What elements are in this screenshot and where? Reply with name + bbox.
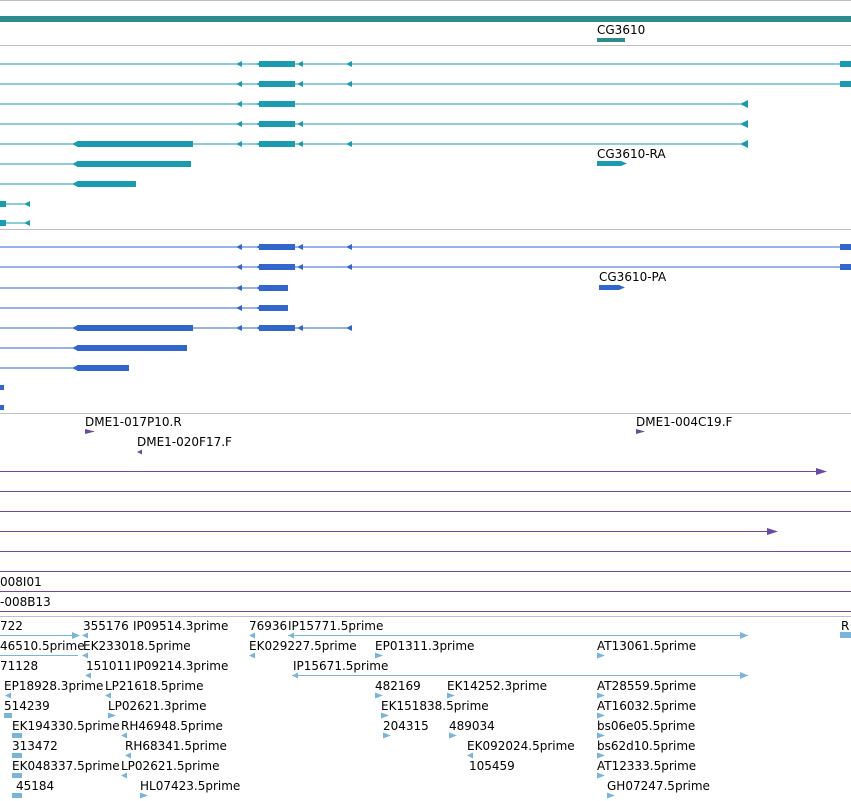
est-label[interactable]: 76936 xyxy=(249,619,288,633)
est-label[interactable]: 45184 xyxy=(16,779,55,793)
est-label[interactable]: IP09214.3prime xyxy=(133,659,229,673)
est-label[interactable]: 482169 xyxy=(375,679,421,693)
clone-label[interactable]: -008B13 xyxy=(0,595,51,609)
cds[interactable] xyxy=(0,305,288,311)
est-marker[interactable] xyxy=(72,632,80,639)
est-label[interactable]: 46510.5prime xyxy=(0,639,85,653)
protein-label[interactable]: CG3610-PA xyxy=(599,270,667,284)
est-label[interactable]: EK029227.5prime xyxy=(249,639,357,653)
est-label[interactable]: 105459 xyxy=(469,759,515,773)
est-label[interactable]: RH46948.5prime xyxy=(121,719,223,733)
transcript[interactable] xyxy=(0,220,30,226)
transcript[interactable] xyxy=(0,181,136,187)
clone-end-marker[interactable] xyxy=(636,429,645,434)
clone-end-marker[interactable] xyxy=(137,449,142,455)
clone-label[interactable]: 008I01 xyxy=(0,575,42,589)
cds[interactable] xyxy=(0,325,352,331)
cds[interactable] xyxy=(0,264,851,270)
est-label[interactable]: R xyxy=(841,619,850,633)
mrna-label[interactable]: CG3610-RA xyxy=(597,147,666,161)
est-label[interactable]: LP21618.5prime xyxy=(105,679,204,693)
cds[interactable] xyxy=(0,244,851,250)
est-label[interactable]: IP09514.3prime xyxy=(133,619,229,633)
transcript[interactable] xyxy=(0,140,748,148)
est-label[interactable]: IP15771.5prime xyxy=(288,619,384,633)
est-label[interactable]: IP15671.5prime xyxy=(293,659,389,673)
est-label[interactable]: AT16032.5prime xyxy=(597,699,697,713)
est-label[interactable]: EP18928.3prime xyxy=(4,679,104,693)
transcript[interactable] xyxy=(0,120,748,128)
transcript[interactable] xyxy=(0,61,851,67)
est-label[interactable]: EK048337.5prime xyxy=(12,759,120,773)
est-label[interactable]: 722 xyxy=(0,619,23,633)
gene-glyph[interactable] xyxy=(597,38,625,42)
protein-track xyxy=(0,244,851,410)
est-label[interactable]: bs62d10.5prime xyxy=(597,739,696,753)
transcript[interactable] xyxy=(0,81,851,87)
est-label[interactable]: GH07247.5prime xyxy=(607,779,710,793)
clone-label[interactable]: DME1-004C19.F xyxy=(636,415,733,429)
est-label[interactable]: EK151838.5prime xyxy=(381,699,489,713)
est-label[interactable]: EK14252.3prime xyxy=(447,679,548,693)
est-label[interactable]: 151011 xyxy=(86,659,132,673)
clone-label[interactable]: DME1-017P10.R xyxy=(85,415,182,429)
clone-end-marker[interactable] xyxy=(85,429,95,434)
est-label[interactable]: 204315 xyxy=(383,719,429,733)
mrna-glyph[interactable] xyxy=(597,161,621,166)
est-label[interactable]: 355176 xyxy=(83,619,129,633)
cds[interactable] xyxy=(0,345,187,351)
est-label[interactable]: 514239 xyxy=(4,699,50,713)
est-marker[interactable] xyxy=(249,632,255,639)
est-label[interactable]: LP02621.5prime xyxy=(121,759,220,773)
est-marker[interactable] xyxy=(82,632,88,639)
clone-track xyxy=(0,429,851,612)
transcript[interactable] xyxy=(0,100,748,108)
est-label[interactable]: EK194330.5prime xyxy=(12,719,120,733)
gene-track xyxy=(0,16,851,42)
clone-label[interactable]: DME1-020F17.F xyxy=(137,435,232,449)
est-marker[interactable] xyxy=(840,632,851,638)
cds[interactable] xyxy=(0,405,4,410)
est-label[interactable]: EK233018.5prime xyxy=(83,639,191,653)
est-track xyxy=(0,632,851,799)
est-label[interactable]: EK092024.5prime xyxy=(467,739,575,753)
protein-glyph[interactable] xyxy=(599,285,619,290)
est-label[interactable]: 71128 xyxy=(0,659,39,673)
est-label[interactable]: EP01311.3prime xyxy=(375,639,475,653)
est-label[interactable]: AT12333.5prime xyxy=(597,759,697,773)
est-label[interactable]: bs06e05.5prime xyxy=(597,719,696,733)
est-label[interactable]: HL07423.5prime xyxy=(140,779,241,793)
transcript[interactable] xyxy=(0,201,30,207)
cds[interactable] xyxy=(0,285,288,291)
est-label[interactable]: 489034 xyxy=(449,719,495,733)
cds[interactable] xyxy=(0,385,4,390)
est-label[interactable]: 313472 xyxy=(12,739,58,753)
est-label[interactable]: RH68341.5prime xyxy=(125,739,227,753)
mrna-track xyxy=(0,61,851,226)
gene-bar[interactable] xyxy=(0,16,851,22)
cds[interactable] xyxy=(0,365,129,371)
transcript[interactable] xyxy=(0,161,191,167)
est-label[interactable]: AT28559.5prime xyxy=(597,679,697,693)
est-label[interactable]: AT13061.5prime xyxy=(597,639,697,653)
gene-label[interactable]: CG3610 xyxy=(597,23,646,37)
est-label[interactable]: LP02621.3prime xyxy=(108,699,207,713)
